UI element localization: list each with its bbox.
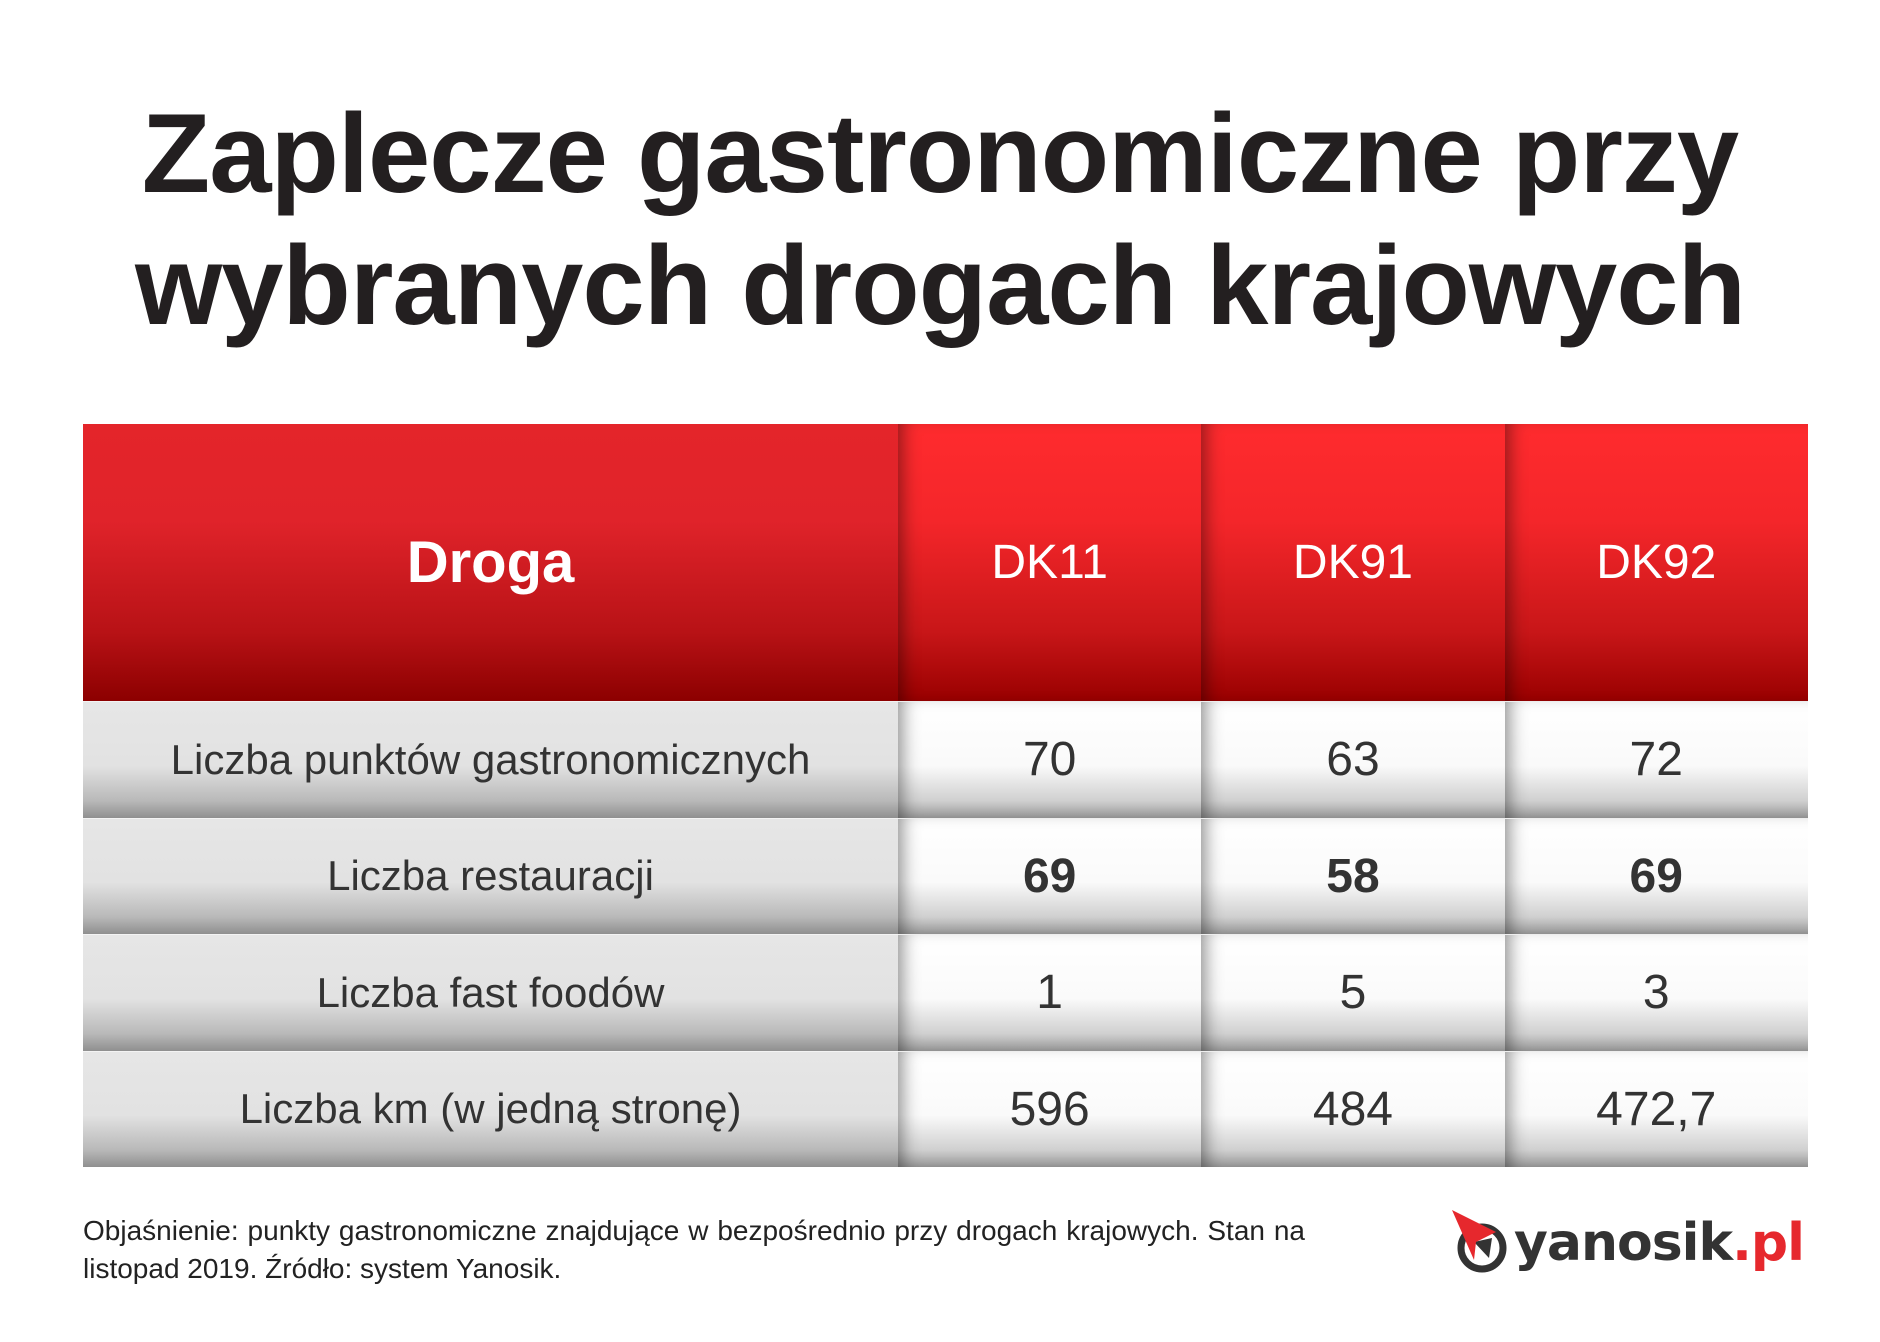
table-cell: 5 (1201, 934, 1505, 1051)
row-label: Liczba fast foodów (83, 934, 898, 1051)
table-cell: 72 (1504, 701, 1808, 818)
compass-arrow-icon (1452, 1210, 1507, 1273)
title-line-1: Zaplecze gastronomiczne przy (141, 91, 1739, 216)
table-cell: 596 (898, 1050, 1202, 1167)
data-table: Droga DK11 DK91 DK92 Liczba punktów gast… (83, 424, 1808, 1167)
table-cell: 1 (898, 934, 1202, 1051)
row-label: Liczba km (w jedną stronę) (83, 1050, 898, 1167)
table-cell: 58 (1201, 817, 1505, 934)
title-line-2: wybranych drogach krajowych (135, 223, 1746, 348)
table-cell: 472,7 (1504, 1050, 1808, 1167)
table-row: Liczba restauracji 69 58 69 (83, 817, 1808, 934)
header-cell-dk92: DK92 (1504, 424, 1808, 701)
svg-text:yanosik.pl: yanosik.pl (1514, 1213, 1804, 1273)
header-cell-dk91: DK91 (1201, 424, 1505, 701)
table-row: Liczba km (w jedną stronę) 596 484 472,7 (83, 1050, 1808, 1167)
footnote: Objaśnienie: punkty gastronomiczne znajd… (83, 1215, 1305, 1284)
page-title: Zaplecze gastronomiczne przy wybranych d… (0, 88, 1880, 352)
header-cell-dk11: DK11 (898, 424, 1202, 701)
table-row: Liczba fast foodów 1 5 3 (83, 934, 1808, 1051)
table-cell: 70 (898, 701, 1202, 818)
table-cell: 63 (1201, 701, 1505, 818)
table-cell: 3 (1504, 934, 1808, 1051)
table-cell: 69 (1504, 817, 1808, 934)
table-row: Liczba punktów gastronomicznych 70 63 72 (83, 701, 1808, 818)
table-cell: 69 (898, 817, 1202, 934)
table-header: Droga DK11 DK91 DK92 (83, 424, 1808, 701)
table-cell: 484 (1201, 1050, 1505, 1167)
header-cell-droga: Droga (83, 424, 898, 701)
row-label: Liczba restauracji (83, 817, 898, 934)
yanosik-logo: yanosik.pl (1452, 1210, 1805, 1273)
row-label: Liczba punktów gastronomicznych (83, 701, 898, 818)
